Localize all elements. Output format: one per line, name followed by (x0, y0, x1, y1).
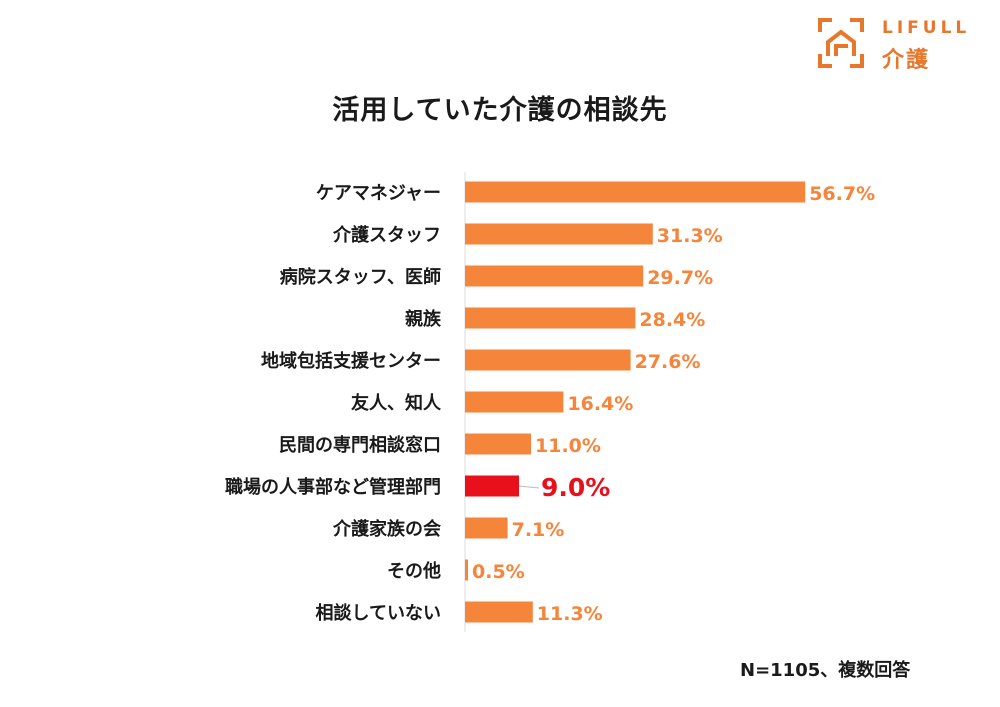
value-label: 11.0% (535, 435, 601, 457)
category-label: 介護スタッフ (332, 224, 441, 246)
bar (465, 433, 531, 455)
value-label: 28.4% (639, 309, 705, 331)
bar (465, 307, 636, 329)
category-label: 職場の人事部など管理部門 (225, 476, 441, 498)
category-label: 介護家族の会 (332, 518, 441, 540)
category-label: ケアマネジャー (316, 183, 441, 204)
category-label: 地域包括支援センター (261, 350, 441, 372)
lifull-logo (818, 18, 864, 68)
value-label: 11.3% (537, 603, 603, 625)
sample-note: N=1105、複数回答 (740, 660, 911, 681)
value-label: 29.7% (647, 267, 713, 289)
brand-name: LIFULL (882, 18, 971, 38)
category-label: その他 (387, 560, 441, 582)
category-label: 民間の専門相談窓口 (279, 434, 441, 456)
bar (465, 349, 631, 371)
value-label: 16.4% (567, 393, 633, 415)
category-label: 親族 (405, 308, 442, 330)
brand-sub: 介護 (882, 48, 931, 73)
chart-title: 活用していた介護の相談先 (332, 95, 668, 126)
bar (465, 601, 533, 623)
value-label: 7.1% (512, 519, 565, 541)
value-label: 56.7% (809, 183, 875, 205)
value-label: 27.6% (635, 351, 701, 373)
bar (465, 559, 468, 581)
value-label: 0.5% (472, 561, 525, 583)
bar (465, 181, 806, 203)
bar (465, 517, 508, 539)
bar (465, 223, 653, 245)
category-label: 病院スタッフ、医師 (280, 266, 441, 288)
highlight-leader-line (518, 485, 540, 489)
value-label: 9.0% (541, 473, 610, 502)
bar (465, 475, 519, 497)
bar (465, 265, 644, 287)
bar (465, 391, 564, 413)
house-icon (818, 18, 864, 68)
category-label: 友人、知人 (351, 392, 442, 414)
category-label: 相談していない (316, 602, 441, 624)
value-label: 31.3% (657, 225, 723, 247)
